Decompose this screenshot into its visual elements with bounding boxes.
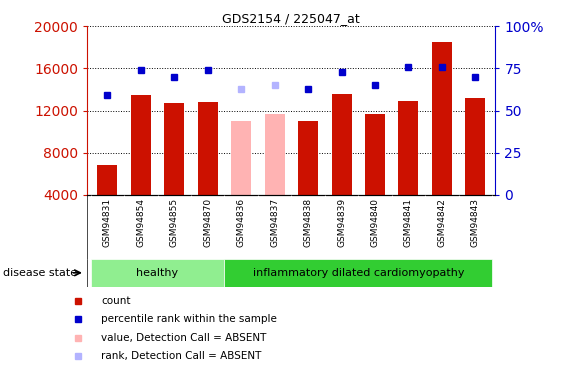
Text: GSM94836: GSM94836 [236, 198, 245, 248]
Text: GSM94843: GSM94843 [471, 198, 480, 247]
Title: GDS2154 / 225047_at: GDS2154 / 225047_at [222, 12, 360, 25]
Text: GSM94840: GSM94840 [370, 198, 379, 247]
Bar [91, 259, 225, 287]
Bar [466, 98, 485, 195]
Bar [198, 102, 218, 195]
Text: GSM94870: GSM94870 [203, 198, 212, 248]
Bar [231, 121, 251, 195]
Bar [332, 94, 351, 195]
Text: GSM94831: GSM94831 [103, 198, 112, 248]
Bar [432, 42, 452, 195]
Text: GSM94837: GSM94837 [270, 198, 279, 248]
Text: percentile rank within the sample: percentile rank within the sample [101, 314, 277, 324]
Text: value, Detection Call = ABSENT: value, Detection Call = ABSENT [101, 333, 266, 343]
Bar [131, 95, 151, 195]
Text: healthy: healthy [136, 268, 178, 278]
Bar [97, 165, 117, 195]
Bar [399, 101, 418, 195]
Text: disease state: disease state [3, 268, 77, 278]
Text: rank, Detection Call = ABSENT: rank, Detection Call = ABSENT [101, 351, 261, 361]
Text: GSM94854: GSM94854 [136, 198, 145, 247]
Text: GSM94842: GSM94842 [437, 198, 446, 247]
Bar [298, 121, 318, 195]
Text: GSM94841: GSM94841 [404, 198, 413, 247]
Bar [225, 259, 492, 287]
Text: GSM94839: GSM94839 [337, 198, 346, 248]
Bar [365, 114, 385, 195]
Bar [164, 103, 184, 195]
Bar [265, 114, 285, 195]
Text: inflammatory dilated cardiomyopathy: inflammatory dilated cardiomyopathy [253, 268, 464, 278]
Text: GSM94855: GSM94855 [170, 198, 179, 248]
Text: count: count [101, 296, 131, 306]
Text: GSM94838: GSM94838 [303, 198, 312, 248]
